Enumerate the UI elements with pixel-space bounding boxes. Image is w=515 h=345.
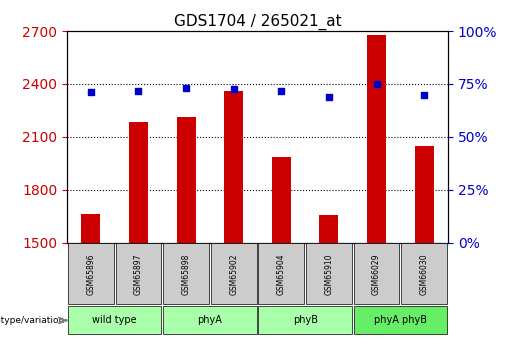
- Point: [277, 89, 285, 94]
- FancyBboxPatch shape: [354, 244, 400, 304]
- Point: [325, 94, 333, 99]
- FancyBboxPatch shape: [163, 244, 209, 304]
- Bar: [129, 122, 148, 243]
- Text: GSM66030: GSM66030: [420, 253, 428, 295]
- Text: GSM65902: GSM65902: [229, 252, 238, 297]
- Text: GSM65897: GSM65897: [134, 253, 143, 295]
- Text: GSM65897: GSM65897: [134, 252, 143, 297]
- FancyBboxPatch shape: [354, 306, 447, 334]
- Text: phyA: phyA: [197, 315, 222, 325]
- Text: wild type: wild type: [92, 315, 137, 325]
- Bar: [367, 34, 386, 243]
- Point: [182, 86, 190, 91]
- Text: GSM65910: GSM65910: [324, 252, 333, 297]
- Bar: [319, 215, 338, 243]
- Bar: [177, 117, 196, 243]
- FancyBboxPatch shape: [115, 243, 161, 306]
- FancyBboxPatch shape: [306, 243, 352, 306]
- FancyBboxPatch shape: [401, 244, 447, 304]
- Bar: [81, 214, 100, 243]
- FancyBboxPatch shape: [211, 243, 256, 306]
- Point: [87, 90, 95, 95]
- FancyBboxPatch shape: [259, 244, 304, 304]
- Text: GSM66030: GSM66030: [420, 252, 428, 297]
- Text: phyA phyB: phyA phyB: [374, 315, 427, 325]
- Text: GSM65898: GSM65898: [182, 253, 191, 295]
- Bar: [415, 146, 434, 243]
- Text: phyB: phyB: [293, 315, 318, 325]
- Text: GSM65910: GSM65910: [324, 253, 333, 295]
- Point: [372, 81, 381, 87]
- Text: GSM65902: GSM65902: [229, 253, 238, 295]
- Text: GSM65904: GSM65904: [277, 252, 286, 297]
- Title: GDS1704 / 265021_at: GDS1704 / 265021_at: [174, 13, 341, 30]
- Text: GSM65904: GSM65904: [277, 253, 286, 295]
- FancyBboxPatch shape: [163, 243, 209, 306]
- Text: genotype/variation: genotype/variation: [0, 316, 64, 325]
- Text: GSM66029: GSM66029: [372, 253, 381, 295]
- FancyBboxPatch shape: [306, 244, 352, 304]
- Text: GSM65896: GSM65896: [87, 253, 95, 295]
- FancyBboxPatch shape: [68, 244, 114, 304]
- Point: [134, 89, 143, 94]
- FancyBboxPatch shape: [211, 244, 256, 304]
- FancyBboxPatch shape: [68, 306, 161, 334]
- FancyBboxPatch shape: [354, 243, 400, 306]
- FancyBboxPatch shape: [68, 243, 114, 306]
- Text: GSM65898: GSM65898: [182, 252, 191, 297]
- Point: [230, 87, 238, 92]
- FancyBboxPatch shape: [259, 306, 352, 334]
- FancyBboxPatch shape: [259, 243, 304, 306]
- Bar: [272, 157, 291, 243]
- Bar: [224, 91, 243, 243]
- FancyBboxPatch shape: [401, 243, 447, 306]
- Text: GSM65896: GSM65896: [87, 252, 95, 297]
- FancyBboxPatch shape: [163, 306, 256, 334]
- FancyBboxPatch shape: [115, 244, 161, 304]
- Text: GSM66029: GSM66029: [372, 252, 381, 297]
- Point: [420, 92, 428, 97]
